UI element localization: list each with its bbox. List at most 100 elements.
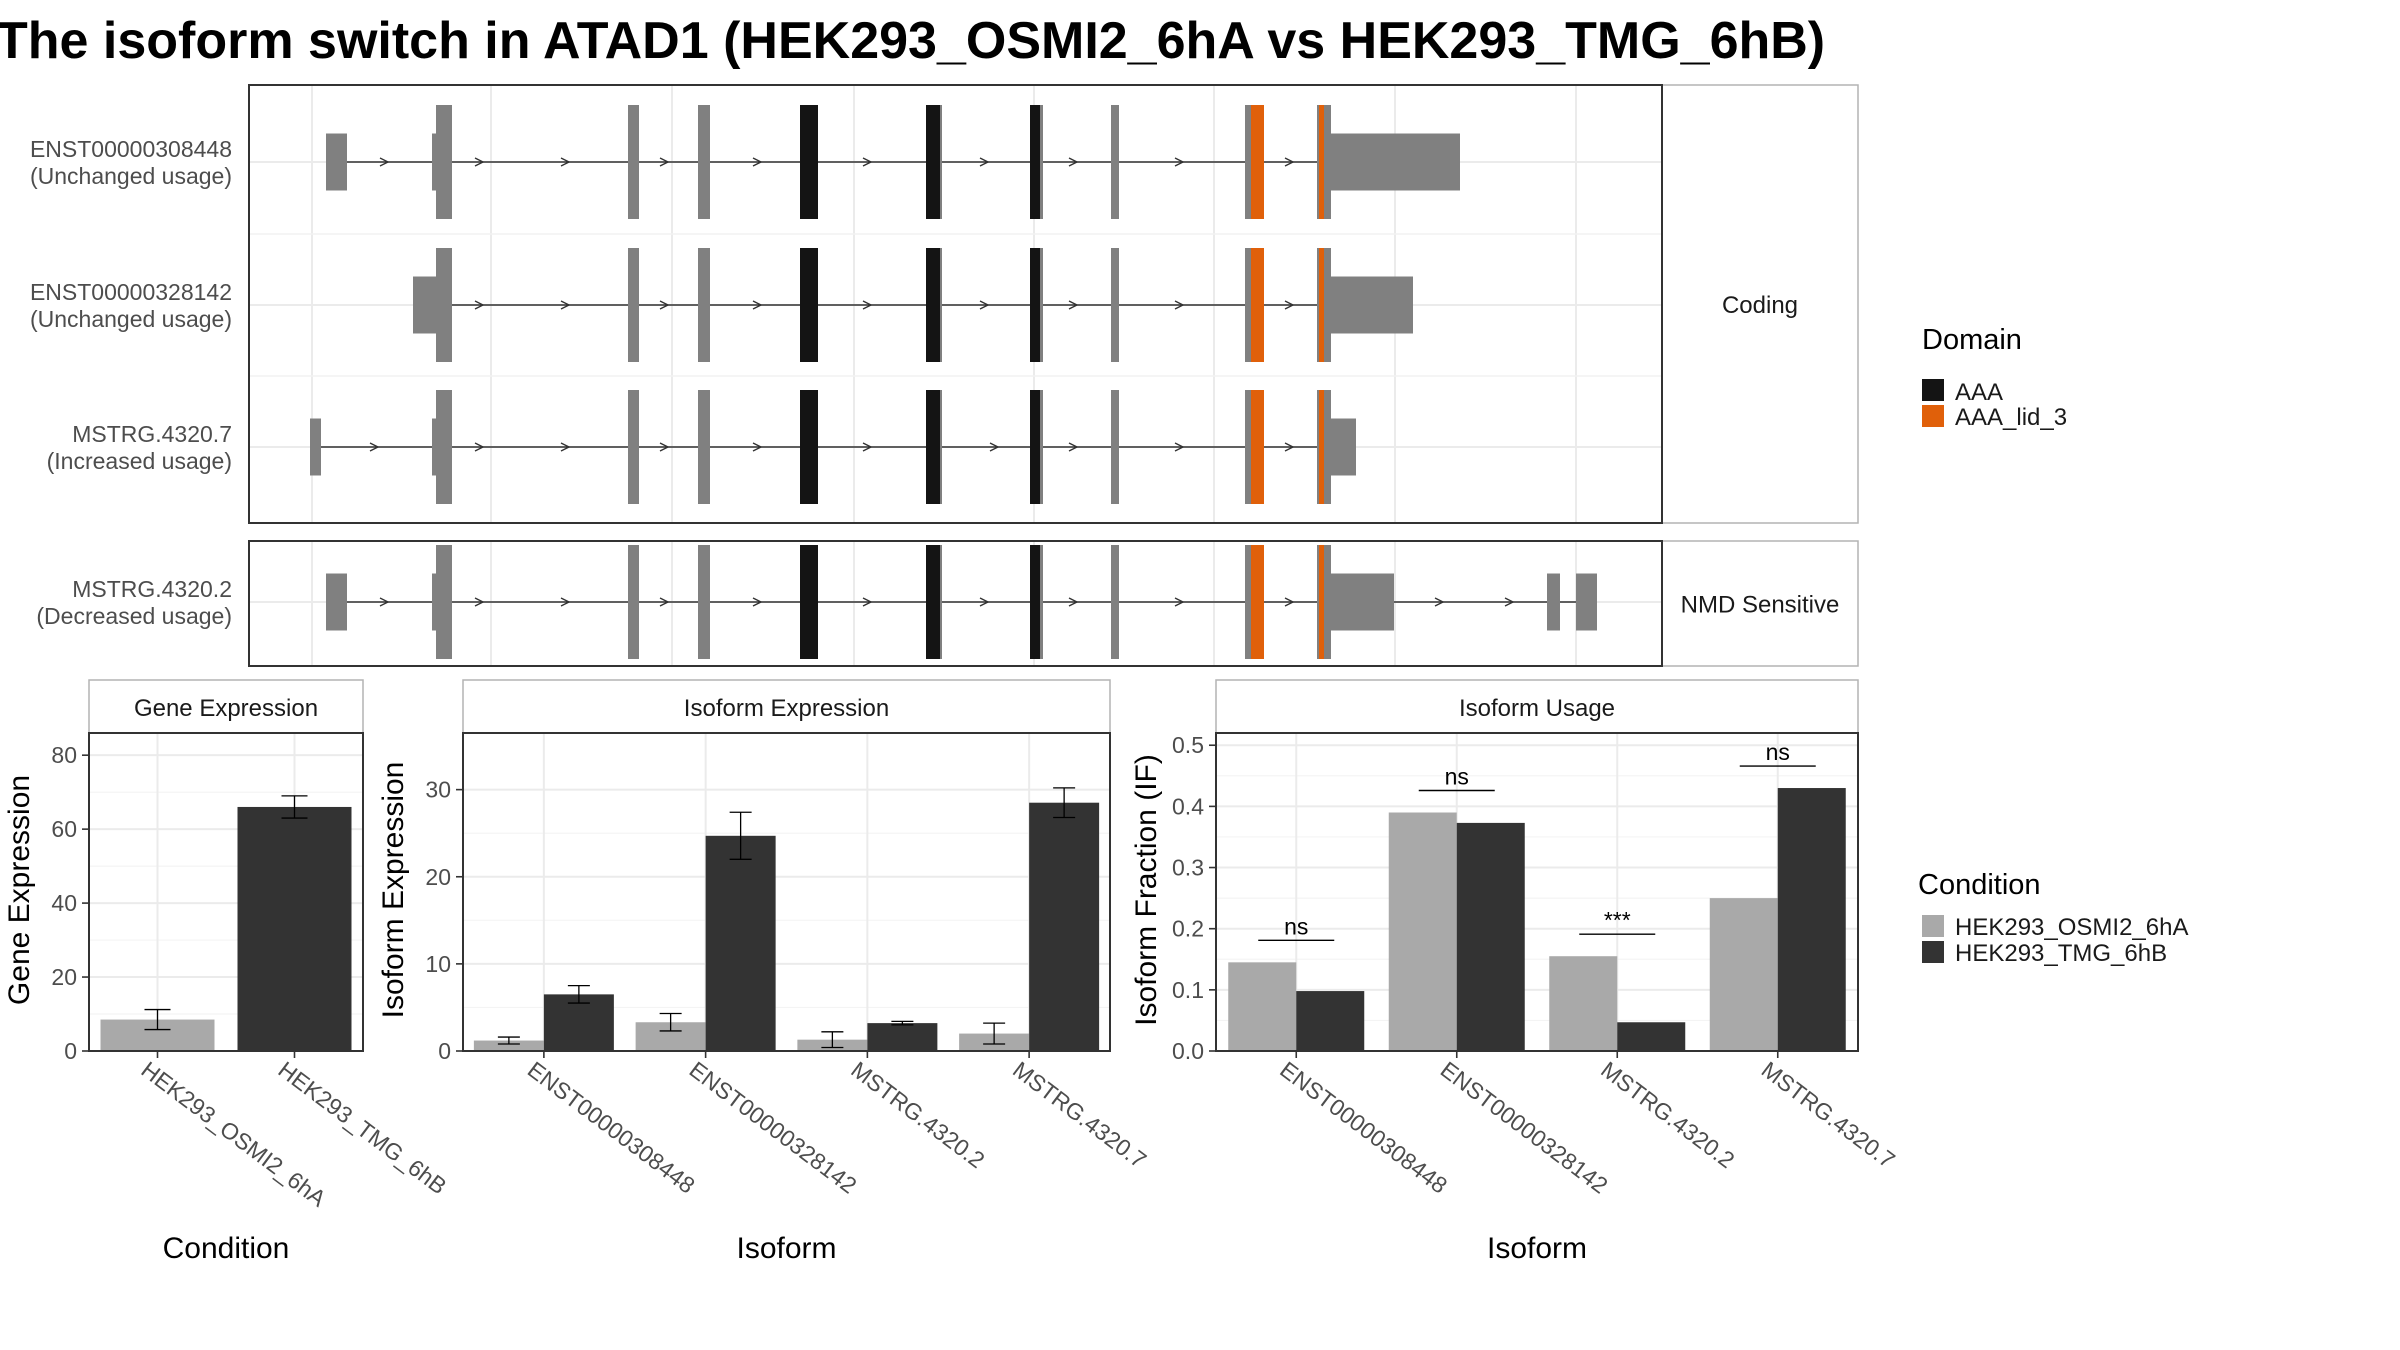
intron-arrow [659,597,670,607]
aaa-domain [926,390,940,504]
chart-panel-border [1215,732,1859,1052]
intron-arrow [659,442,670,452]
bar-charts: Gene Expression020406080HEK293_OSMI2_6hA… [3,679,1900,1265]
aaa-lid-domain [1251,545,1264,659]
y-axis-title: Gene Expression [3,775,36,1005]
isoform-track [326,545,1597,659]
intron-arrow [379,597,390,607]
intron-arrow [560,597,571,607]
x-axis-title: Isoform [736,1232,836,1265]
bar [1228,962,1297,1051]
chart-panel-border [462,732,1111,1052]
intron-arrow [1068,597,1079,607]
aaa-lid-domain [1251,390,1264,504]
intron-arrow [979,157,990,167]
cond-a-legend-key [1922,915,1944,937]
x-tick-label: ENST00000328142 [685,1056,862,1198]
facet-strip [1661,84,1859,524]
intron-arrow [862,442,873,452]
intron-arrow [752,300,763,310]
intron-arrow [862,157,873,167]
intron-arrow [752,442,763,452]
exon [1331,418,1356,476]
significance-label: ns [1766,739,1790,765]
coding-exon [698,545,710,659]
x-tick-label: MSTRG.4320.2 [846,1056,989,1173]
exon [310,418,321,476]
intron-arrow [1434,597,1445,607]
bar [705,835,776,1051]
isoform-track [326,105,1460,219]
figure-title: The isoform switch in ATAD1 (HEK293_OSMI… [0,12,1825,70]
coding-exon [1111,390,1119,504]
coding-exon [628,248,639,362]
intron-arrow [989,442,1000,452]
exon [1331,276,1413,334]
intron-arrow [560,442,571,452]
exon [326,573,347,631]
intron-arrow [474,157,485,167]
isoform-usage-label: (Decreased usage) [36,603,232,629]
chart-1: Isoform Expression 0 10 20 30 ENST00000308448… [377,679,1151,1265]
facet-label: NMD Sensitive [1681,592,1840,619]
coding-exon [628,390,639,504]
aaa-domain [1030,390,1040,504]
coding-exon [698,248,710,362]
chart-2: Isoform Usage ns ns *** ns 0.0 0.1 0.2 0.3 0.4 0.5… [1130,679,1900,1265]
exon [432,573,436,631]
condition-legend-title: Condition [1918,869,2041,901]
cond-b-legend-label: HEK293_TMG_6hB [1955,940,2167,967]
aaa-domain [926,105,940,219]
intron-arrow [1504,597,1515,607]
coding-exon [698,390,710,504]
bar [1709,898,1778,1051]
isoform-track [413,248,1413,362]
exon [1576,573,1597,631]
y-tick-label: 30 [425,777,451,803]
y-tick-label: 20 [425,864,451,890]
cond-a-legend-label: HEK293_OSMI2_6hA [1955,914,2188,941]
intron-arrow [752,597,763,607]
significance-label: *** [1604,907,1631,933]
x-tick-label: MSTRG.4320.7 [1757,1056,1900,1173]
intron-arrow [1174,597,1185,607]
aaa-legend-key [1922,379,1944,401]
y-tick-label: 0 [64,1038,77,1064]
domain-legend: Domain AAA AAA_lid_3 [1922,324,2067,431]
intron-arrow [560,300,571,310]
y-tick-label: 80 [51,742,77,768]
intron-arrow [1068,157,1079,167]
coding-exon [1111,248,1119,362]
domain-legend-title: Domain [1922,324,2022,356]
aaa-lid-domain [1251,248,1264,362]
isoform-track [310,390,1356,504]
coding-exon [628,105,639,219]
intron-arrow [659,300,670,310]
structure-panel-border [248,540,1663,667]
x-axis-title: Condition [163,1232,290,1265]
intron-arrow [1284,442,1295,452]
intron-arrow [1284,157,1295,167]
aaa-domain [926,545,940,659]
aaa-lid-domain [1251,105,1264,219]
y-tick-label: 40 [51,890,77,916]
aaa-legend-label: AAA [1955,379,2003,406]
exon [413,276,436,334]
aaa-domain [800,545,818,659]
bar [867,1023,938,1051]
isoform-id-label: MSTRG.4320.2 [72,576,232,602]
exon [1331,573,1394,631]
x-tick-label: MSTRG.4320.7 [1008,1056,1151,1173]
exon [1331,133,1460,191]
intron-arrow [862,597,873,607]
intron-arrow [474,442,485,452]
bar [1777,788,1846,1051]
coding-exon [436,105,452,219]
isoform-id-label: ENST00000308448 [30,136,232,162]
exon [432,418,436,476]
coding-exon [1111,105,1119,219]
aaa-domain [926,248,940,362]
chart-strip-label: Isoform Usage [1459,695,1615,722]
isoform-usage-label: (Unchanged usage) [30,163,232,189]
